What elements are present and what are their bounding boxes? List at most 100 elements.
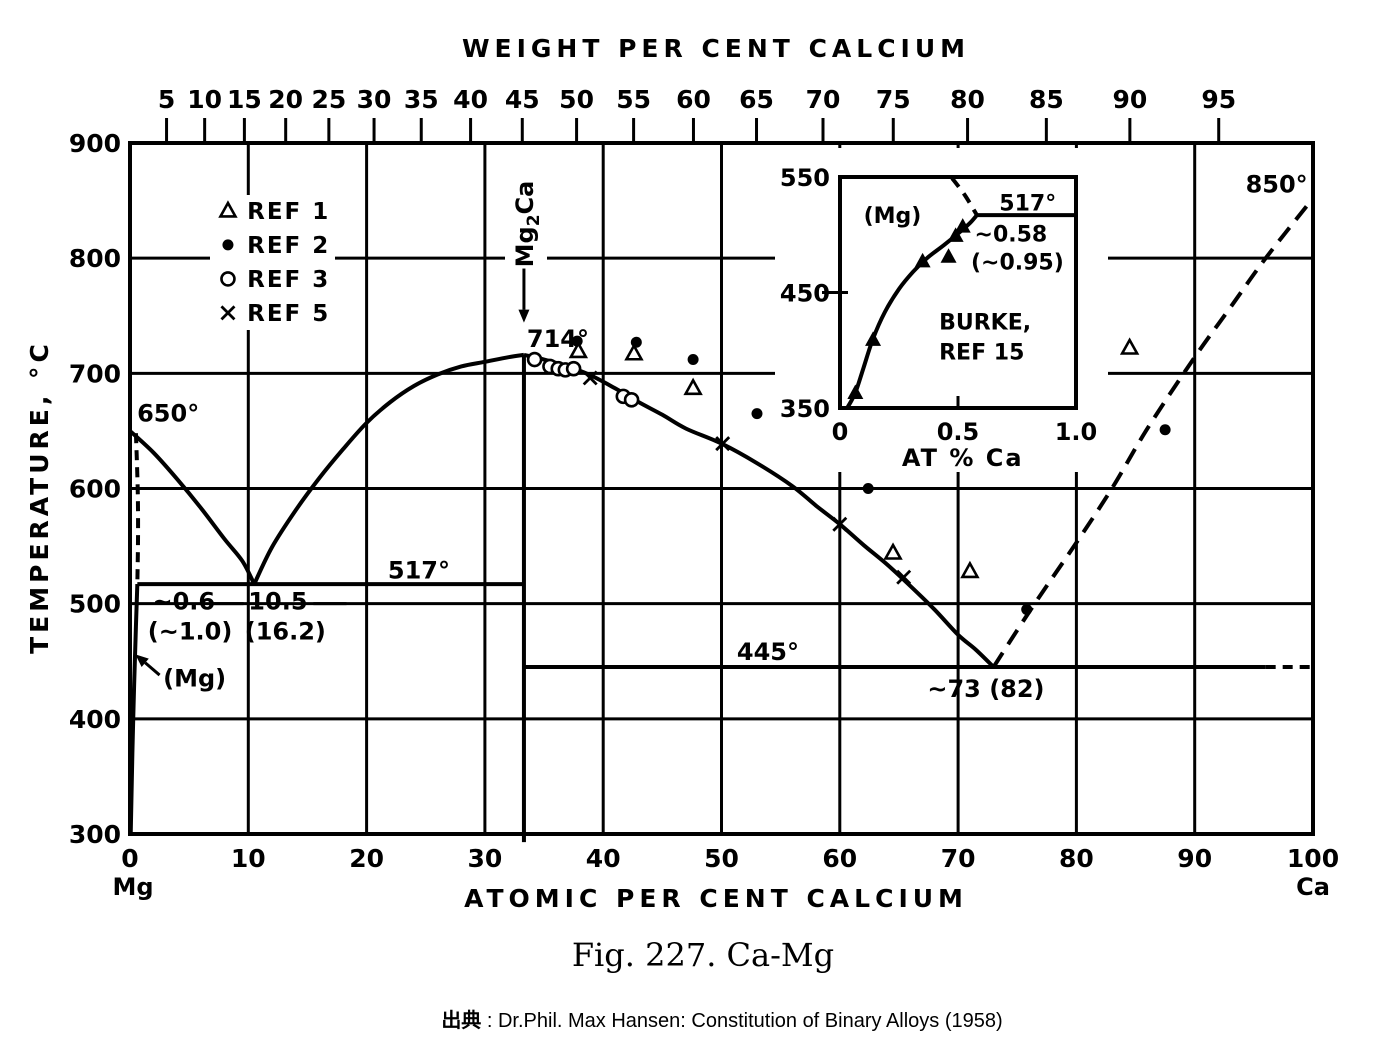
inset-x-label-1.0: 1.0 [1055, 418, 1098, 446]
point-ref-2 [571, 335, 583, 347]
x-tick-label-20: 20 [349, 844, 384, 873]
data-points-layer [526, 335, 1171, 615]
legend-label-ref-5: REF 5 [247, 301, 330, 327]
point-ref-2 [1159, 424, 1171, 436]
point-ref-2 [862, 483, 874, 495]
annotation-16.2: (16.2) [245, 617, 326, 645]
mg-arrow-shaft [144, 661, 161, 677]
legend-marker-ref-2 [222, 239, 234, 251]
inset-point-burke-ref-15 [947, 227, 964, 242]
annotation-mg: (Mg) [163, 665, 226, 693]
legend-marker-ref-5 [220, 305, 236, 321]
source-prefix: 出典 [441, 1008, 481, 1032]
inset-point-burke-ref-15 [954, 218, 971, 233]
point-ref-1 [960, 560, 980, 579]
x-tick-label-50: 50 [704, 844, 739, 873]
y-tick-label-400: 400 [69, 705, 121, 734]
x-tick-label-80: 80 [1059, 844, 1094, 873]
curve-liquidus-rise [252, 352, 525, 585]
annotation-1.0: (~1.0) [148, 617, 233, 645]
annotation-10.5: 10.5 [248, 587, 307, 615]
figure-caption: Fig. 227. Ca-Mg [572, 936, 834, 974]
top-tick-label-60: 60 [676, 85, 711, 114]
top-tick-label-75: 75 [876, 85, 911, 114]
mg2ca-compound-label: Mg2Ca [511, 181, 544, 268]
inset-point-burke-ref-15 [865, 331, 882, 346]
top-tick-label-30: 30 [357, 85, 392, 114]
legend: REF 1 REF 2 REF 3 REF 5 [218, 199, 330, 327]
annotation-0.6: ~0.6 [152, 587, 215, 615]
inset-annotation-burke: BURKE, [939, 310, 1031, 335]
inset-y-label-350: 350 [780, 395, 830, 423]
x-tick-label-100: 100 [1287, 844, 1339, 873]
frame-layer [128, 141, 1315, 837]
point-ref-2 [687, 354, 699, 366]
top-tick-label-10: 10 [187, 85, 222, 114]
x-tick-label-40: 40 [586, 844, 621, 873]
point-ref-5 [896, 569, 912, 585]
inset-y-label-450: 450 [780, 280, 830, 308]
source-text: : Dr.Phil. Max Hansen: Constitution of B… [481, 1010, 1002, 1032]
point-ref-1 [683, 377, 703, 396]
inset-x-label-0.5: 0.5 [937, 418, 980, 446]
point-ref-5 [715, 436, 731, 452]
point-ref-1 [568, 340, 589, 359]
axis-tick-labels: 0 10 20 30 40 50 60 70 80 90 100 300 400 500 600 700 800… [69, 129, 1339, 873]
y-tick-label-500: 500 [69, 590, 121, 619]
inset-point-burke-ref-15 [847, 384, 864, 399]
mg2ca-label-backing [505, 183, 547, 263]
x-axis-right-end-label: Ca [1296, 873, 1330, 901]
inset-backing [775, 148, 1108, 472]
x-axis-title: ATOMIC PER CENT CALCIUM [464, 884, 968, 913]
x-tick-label-30: 30 [468, 844, 503, 873]
top-tick-label-85: 85 [1029, 85, 1064, 114]
top-tick-label-45: 45 [505, 85, 540, 114]
curve-mg-solvus-lower [128, 584, 140, 835]
y-tick-label-300: 300 [69, 820, 121, 849]
y-tick-label-600: 600 [69, 475, 121, 504]
point-ref-2 [751, 408, 763, 420]
point-ref-3 [623, 392, 640, 408]
top-tick-label-40: 40 [453, 85, 488, 114]
top-tick-label-80: 80 [950, 85, 985, 114]
top-tick-label-55: 55 [616, 85, 651, 114]
y-axis-title: TEMPERATURE, °C [25, 340, 54, 654]
legend-marker-ref-3 [220, 271, 236, 287]
source-line: 出典 : Dr.Phil. Max Hansen: Constitution o… [441, 1008, 1002, 1032]
top-tick-label-35: 35 [404, 85, 439, 114]
curve-mg-liquidus [128, 429, 257, 586]
point-ref-5 [832, 516, 848, 532]
annotation-650: 650° [137, 400, 199, 428]
inset-x-axis-title: AT % Ca [902, 444, 1024, 472]
inset-curve-boundary-dashed [950, 176, 979, 217]
x-tick-label-0: 0 [121, 844, 138, 873]
point-ref-1 [883, 542, 903, 560]
annotation-7382: ~73 (82) [927, 675, 1044, 703]
top-tick-label-25: 25 [311, 85, 346, 114]
mg2ca-arrow-head [518, 309, 530, 323]
top-tick-label-50: 50 [559, 85, 594, 114]
mg-arrow-head [135, 654, 149, 667]
x-tick-label-70: 70 [941, 844, 976, 873]
point-ref-1 [624, 343, 644, 361]
top-tick-label-5: 5 [158, 85, 175, 114]
inset-annotation-0.95: (~0.95) [971, 250, 1064, 275]
y-tick-label-900: 900 [69, 129, 121, 158]
top-axis-title: WEIGHT PER CENT CALCIUM [462, 34, 970, 63]
inset-annotation-mg: (Mg) [864, 204, 922, 229]
point-ref-1 [1119, 337, 1140, 355]
top-axis-layer: 5 10 15 20 25 30 35 40 45 50 55 60 65 70 75 80 85 90 95 [158, 85, 1236, 141]
inset-annotation-517: 517° [999, 191, 1056, 216]
point-ref-3 [526, 351, 543, 368]
annotation-445: 445° [737, 638, 799, 666]
legend-label-ref-2: REF 2 [247, 233, 330, 259]
inset-annotation-ref15: REF 15 [939, 340, 1024, 365]
point-ref-3 [565, 360, 582, 377]
x-tick-label-10: 10 [231, 844, 266, 873]
legend-label-ref-3: REF 3 [247, 267, 330, 293]
top-tick-label-70: 70 [806, 85, 841, 114]
top-tick-label-95: 95 [1201, 85, 1236, 114]
plot-frame [128, 141, 1315, 837]
